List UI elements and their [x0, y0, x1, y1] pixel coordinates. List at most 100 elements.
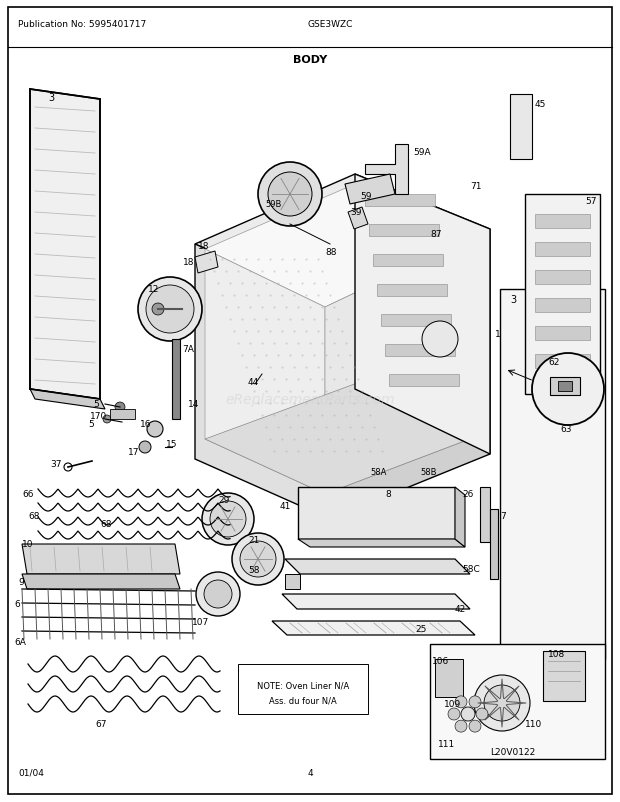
- Text: 63: 63: [560, 424, 572, 433]
- Text: 6A: 6A: [14, 638, 26, 646]
- Text: GSE3WZC: GSE3WZC: [308, 20, 353, 29]
- Bar: [373, 255, 443, 267]
- Text: 29: 29: [218, 496, 229, 504]
- Bar: [535, 243, 590, 257]
- Text: 44: 44: [248, 378, 259, 387]
- Text: 10: 10: [22, 539, 33, 549]
- Circle shape: [103, 415, 111, 423]
- Bar: [172, 339, 180, 419]
- Polygon shape: [282, 594, 470, 610]
- Bar: [480, 488, 490, 542]
- Circle shape: [196, 573, 240, 616]
- Text: 41: 41: [280, 501, 291, 510]
- Text: 59A: 59A: [413, 148, 431, 157]
- Circle shape: [152, 304, 164, 316]
- Text: 106: 106: [432, 656, 450, 665]
- Bar: [535, 298, 590, 313]
- Circle shape: [138, 277, 202, 342]
- Text: 15: 15: [166, 439, 177, 448]
- Bar: [500, 290, 605, 659]
- Text: 12: 12: [148, 285, 159, 294]
- Text: 87: 87: [430, 229, 441, 239]
- Text: 8: 8: [385, 489, 391, 498]
- Bar: [535, 326, 590, 341]
- Text: 5: 5: [88, 419, 94, 428]
- Circle shape: [532, 354, 604, 426]
- Polygon shape: [365, 145, 408, 195]
- Circle shape: [258, 163, 322, 227]
- Text: 59: 59: [360, 192, 371, 200]
- Text: 88: 88: [325, 248, 337, 257]
- Text: 58C: 58C: [462, 565, 480, 573]
- Bar: [435, 659, 463, 697]
- Bar: [535, 270, 590, 285]
- Circle shape: [461, 707, 475, 721]
- Text: 25: 25: [415, 624, 427, 634]
- Text: 3: 3: [48, 93, 54, 103]
- Polygon shape: [355, 175, 490, 455]
- Text: 6: 6: [14, 599, 20, 608]
- Polygon shape: [298, 488, 455, 539]
- Circle shape: [474, 675, 530, 731]
- Polygon shape: [205, 383, 475, 494]
- Bar: [369, 225, 439, 237]
- Circle shape: [455, 696, 467, 708]
- Bar: [535, 215, 590, 229]
- Polygon shape: [272, 622, 475, 635]
- Bar: [365, 195, 435, 207]
- Text: 21: 21: [248, 535, 259, 545]
- Bar: [430, 644, 605, 759]
- Text: 5: 5: [93, 399, 99, 408]
- Bar: [543, 651, 585, 701]
- Text: 17: 17: [128, 448, 140, 456]
- Text: L20V0122: L20V0122: [490, 747, 535, 756]
- Bar: [525, 195, 600, 395]
- Text: 68: 68: [100, 520, 112, 529]
- Text: 7A: 7A: [182, 345, 194, 354]
- Circle shape: [448, 708, 460, 720]
- Circle shape: [476, 708, 488, 720]
- Polygon shape: [22, 574, 180, 589]
- Bar: [381, 314, 451, 326]
- Circle shape: [422, 322, 458, 358]
- Bar: [238, 664, 368, 714]
- Circle shape: [232, 533, 284, 585]
- Bar: [385, 345, 455, 357]
- Polygon shape: [285, 559, 470, 574]
- Text: Publication No: 5995401717: Publication No: 5995401717: [18, 20, 146, 29]
- Polygon shape: [30, 90, 100, 399]
- Polygon shape: [330, 229, 490, 520]
- Text: 62: 62: [548, 358, 559, 367]
- Text: 58A: 58A: [370, 468, 386, 476]
- Text: 18: 18: [198, 241, 210, 251]
- Polygon shape: [195, 245, 330, 520]
- Text: 26: 26: [462, 489, 474, 498]
- Circle shape: [204, 581, 232, 608]
- Bar: [110, 410, 135, 419]
- Text: 57: 57: [585, 196, 596, 206]
- Text: 67: 67: [95, 719, 107, 728]
- Circle shape: [139, 441, 151, 453]
- Text: 108: 108: [548, 649, 565, 658]
- Polygon shape: [298, 539, 465, 547]
- Text: 37: 37: [50, 460, 61, 468]
- Bar: [389, 375, 459, 387]
- Text: 58: 58: [248, 565, 260, 574]
- Text: 18: 18: [183, 257, 195, 267]
- Text: 71: 71: [470, 182, 482, 191]
- Circle shape: [240, 541, 276, 577]
- Text: 39: 39: [350, 208, 361, 217]
- Text: 9: 9: [18, 577, 24, 586]
- Bar: [535, 354, 590, 369]
- Text: 01/04: 01/04: [18, 768, 44, 777]
- Text: 107: 107: [192, 618, 210, 626]
- Bar: [490, 509, 498, 579]
- Text: BODY: BODY: [293, 55, 327, 65]
- Text: 45: 45: [535, 100, 546, 109]
- Bar: [377, 285, 447, 297]
- Circle shape: [469, 696, 481, 708]
- Polygon shape: [205, 184, 475, 308]
- Circle shape: [484, 685, 520, 721]
- Text: 58B: 58B: [420, 468, 436, 476]
- Bar: [510, 95, 532, 160]
